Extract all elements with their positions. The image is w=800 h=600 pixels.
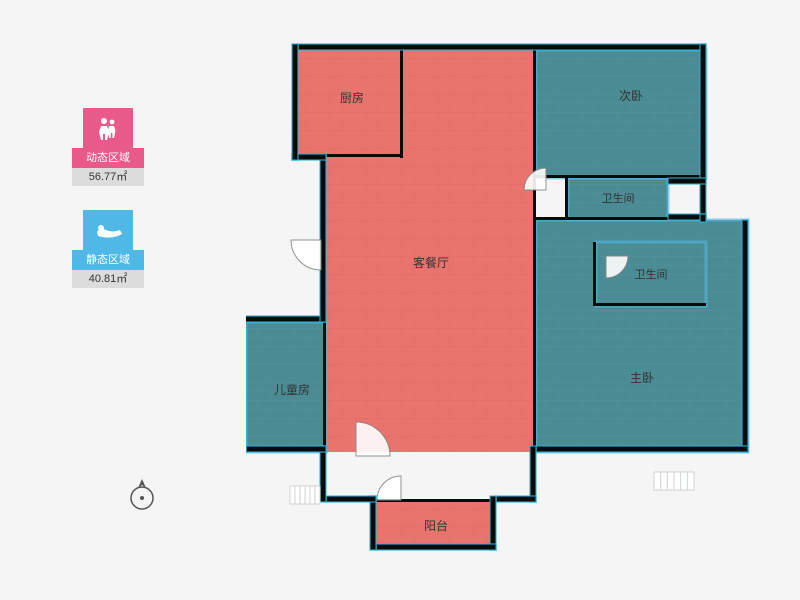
svg-text:次卧: 次卧 — [619, 89, 643, 103]
people-icon — [83, 108, 133, 148]
floor-plan: 客餐厅厨房阳台次卧卫生间卫生间主卧儿童房 — [246, 22, 756, 570]
legend-static: 静态区域 40.81㎡ — [72, 210, 144, 288]
svg-text:阳台: 阳台 — [424, 518, 448, 533]
legend-dynamic: 动态区域 56.77㎡ — [72, 108, 144, 186]
svg-text:卫生间: 卫生间 — [635, 267, 668, 281]
floor-plan-canvas: 动态区域 56.77㎡ 静态区域 40.81㎡ 客餐厅厨房阳台次卧卫生间卫生间主… — [0, 0, 800, 600]
legend-dynamic-title: 动态区域 — [72, 148, 144, 168]
svg-text:儿童房: 儿童房 — [274, 382, 310, 397]
svg-text:卫生间: 卫生间 — [602, 191, 635, 205]
svg-text:主卧: 主卧 — [630, 371, 654, 385]
legend-static-value: 40.81㎡ — [72, 270, 144, 288]
svg-text:厨房: 厨房 — [340, 90, 364, 105]
svg-text:客餐厅: 客餐厅 — [413, 255, 449, 270]
legend-dynamic-value: 56.77㎡ — [72, 168, 144, 186]
legend: 动态区域 56.77㎡ 静态区域 40.81㎡ — [72, 108, 144, 312]
compass-icon — [128, 476, 156, 512]
legend-static-title: 静态区域 — [72, 250, 144, 270]
sleep-icon — [83, 210, 133, 250]
